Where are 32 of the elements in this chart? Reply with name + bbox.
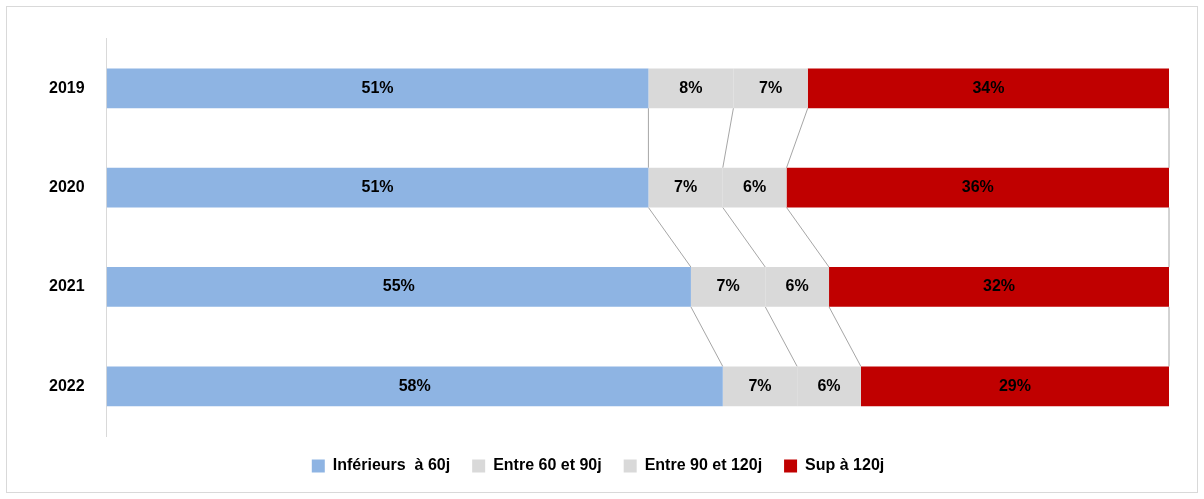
bar (829, 267, 1169, 307)
legend-label: Sup à 120j (805, 456, 885, 474)
data-label: 34% (972, 78, 1005, 96)
legend-label: Entre 60 et 90j (493, 456, 602, 474)
bar (106, 267, 691, 307)
data-label: 58% (398, 376, 431, 394)
y-tick-label: 2019 (49, 78, 85, 96)
y-tick-label: 2021 (49, 277, 85, 295)
bar (106, 167, 649, 208)
data-label: 36% (961, 178, 994, 196)
y-tick-label: 2020 (49, 178, 85, 196)
data-label: 7% (674, 178, 698, 196)
data-label: 51% (361, 178, 394, 196)
data-label: 6% (817, 376, 841, 394)
bar (807, 68, 1169, 109)
legend-label: Inférieurs à 60j (332, 456, 451, 474)
data-label: 8% (679, 78, 703, 96)
data-label: 51% (361, 78, 394, 96)
data-label: 7% (716, 277, 740, 295)
data-label: 7% (748, 376, 772, 394)
bar (106, 366, 723, 407)
data-label: 55% (382, 277, 415, 295)
data-label: 29% (998, 376, 1031, 394)
data-label: 6% (743, 178, 767, 196)
bar (106, 68, 649, 109)
bar (860, 366, 1169, 407)
bar (786, 167, 1169, 208)
data-label: 7% (759, 78, 783, 96)
data-label: 6% (785, 277, 809, 295)
y-tick-label: 2022 (49, 376, 85, 394)
data-label: 32% (983, 277, 1016, 295)
legend-label: Entre 90 et 120j (644, 456, 763, 474)
